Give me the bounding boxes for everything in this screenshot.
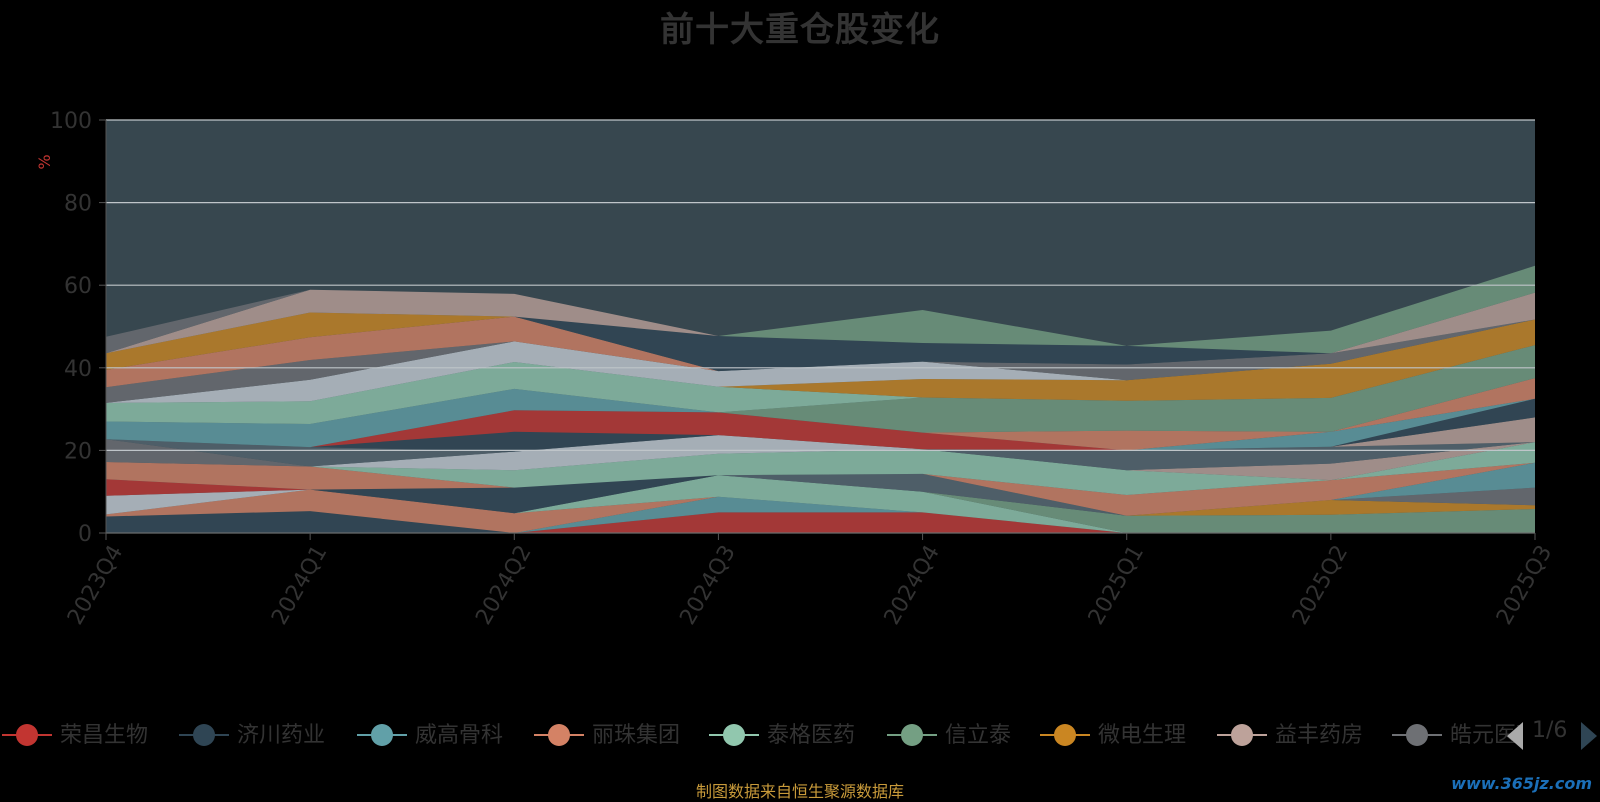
- prev-page-icon[interactable]: [1507, 722, 1523, 750]
- x-tick-label: 2024Q3: [675, 541, 740, 629]
- series-area-6[interactable]: [106, 475, 1535, 533]
- legend-label: 丽珠集团: [592, 723, 681, 748]
- series-area-16[interactable]: [106, 442, 1535, 495]
- x-tick-label: 2024Q4: [880, 541, 945, 629]
- legend-marker-icon: [193, 724, 215, 746]
- series-area-37[interactable]: [106, 265, 1535, 354]
- x-tick-label: 2024Q2: [471, 541, 536, 629]
- legend-marker-icon: [548, 724, 570, 746]
- legend-marker-icon: [723, 724, 745, 746]
- series-area-21[interactable]: [106, 435, 1535, 471]
- series-area-25[interactable]: [106, 388, 1535, 451]
- series-area-36[interactable]: [106, 265, 1535, 370]
- series-area-19[interactable]: [106, 435, 1535, 471]
- legend-label: 荣昌生物: [60, 723, 149, 748]
- x-tick-label: 2023Q4: [63, 541, 128, 629]
- y-tick-label: 20: [64, 439, 92, 464]
- legend-page-indicator: 1/6: [1532, 718, 1568, 743]
- legend-label: 微电生理: [1098, 723, 1187, 748]
- series-area-32[interactable]: [106, 316, 1535, 388]
- series-area-35[interactable]: [106, 265, 1535, 370]
- series-area-28[interactable]: [106, 345, 1535, 424]
- series-area-15[interactable]: [106, 462, 1535, 516]
- legend-marker-icon: [16, 724, 38, 746]
- series-area-30[interactable]: [106, 319, 1535, 403]
- legend-label: 威高骨科: [415, 723, 504, 748]
- series-area-23[interactable]: [106, 398, 1535, 452]
- series-area-27[interactable]: [106, 345, 1535, 433]
- legend-marker-icon: [1231, 724, 1253, 746]
- x-tick-label: 2024Q1: [267, 541, 332, 629]
- legend-label: 益丰药房: [1275, 723, 1364, 748]
- x-tick-label: 2025Q2: [1288, 541, 1353, 629]
- series-area-10[interactable]: [106, 473, 1535, 516]
- series-area-24[interactable]: [106, 398, 1535, 451]
- legend-marker-icon: [371, 724, 393, 746]
- series-area-4[interactable]: [106, 489, 1535, 533]
- area-chart: 0 20 40 60 80 100% 2023Q4 2024Q1 2024Q2 2024Q3 202…: [35, 109, 1557, 629]
- legend-label: 泰格医药: [767, 723, 856, 748]
- series-area-1[interactable]: [106, 512, 1535, 533]
- y-tick-label: 0: [78, 522, 92, 547]
- chart-title: 前十大重仓股变化: [660, 10, 940, 50]
- series-area-7[interactable]: [106, 475, 1535, 516]
- series-area-33[interactable]: [106, 316, 1535, 372]
- y-tick-label: 60: [64, 274, 92, 299]
- series-area-2[interactable]: [106, 511, 1535, 533]
- legend: 荣昌生物济川药业威高骨科丽珠集团泰格医药信立泰微电生理益丰药房皓元医药: [0, 710, 1520, 760]
- legend-marker-icon: [901, 724, 923, 746]
- legend-label: 济川药业: [237, 723, 326, 748]
- x-tick-label: 2025Q3: [1492, 541, 1557, 629]
- series-area-31[interactable]: [106, 319, 1535, 403]
- watermark: www.365jz.com: [1451, 774, 1592, 793]
- series-area-26[interactable]: [106, 378, 1535, 451]
- series-area-29[interactable]: [106, 319, 1535, 403]
- legend-label: 信立泰: [945, 723, 1012, 748]
- x-tick-label: 2025Q1: [1084, 541, 1149, 629]
- next-page-icon[interactable]: [1581, 722, 1597, 750]
- y-tick-label: 80: [64, 192, 92, 217]
- series-areas[interactable]: [106, 265, 1535, 533]
- data-source-note: 制图数据来自恒生聚源数据库: [695, 782, 904, 801]
- y-axis-label: %: [35, 154, 54, 169]
- y-tick-label: 40: [64, 357, 92, 382]
- legend-marker-icon: [1054, 724, 1076, 746]
- y-tick-label: 100: [50, 109, 92, 134]
- legend-marker-icon: [1406, 724, 1428, 746]
- legend-pager: 1/6: [1505, 718, 1600, 754]
- series-area-13[interactable]: [106, 473, 1535, 516]
- series-area-5[interactable]: [106, 475, 1535, 533]
- series-area-17[interactable]: [106, 442, 1535, 481]
